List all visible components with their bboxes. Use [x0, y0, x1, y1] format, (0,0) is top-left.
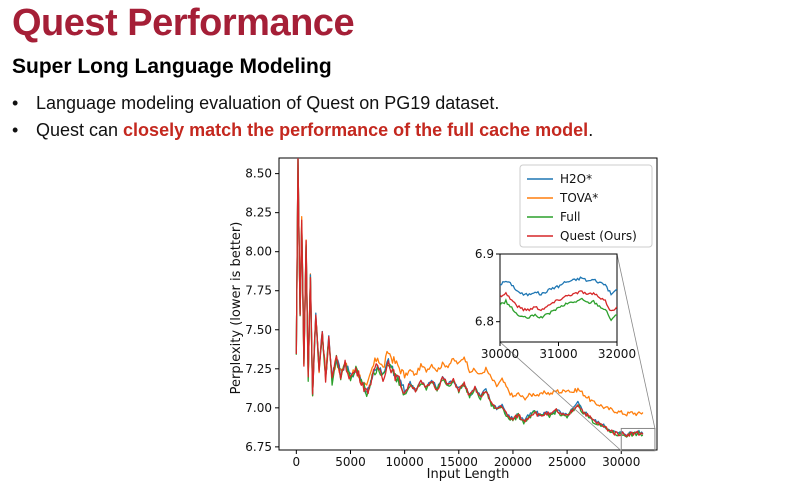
zoom-region	[620, 427, 656, 452]
inset-frame	[499, 253, 618, 343]
x-tick-label: 15000	[440, 455, 478, 469]
slide-subtitle: Super Long Language Modeling	[12, 55, 332, 78]
slide-title: Quest Performance	[12, 2, 355, 44]
y-tick-label: 7.00	[245, 401, 272, 415]
bullet-text-before: Quest can	[36, 120, 124, 140]
zoom-connector	[616, 253, 656, 429]
inset-series-line-h2o	[500, 276, 617, 297]
x-tick-label: 20000	[494, 455, 532, 469]
legend-box	[519, 164, 653, 248]
bullet-list: • Language modeling evaluation of Quest …	[10, 90, 593, 144]
bullet-highlight: closely match the performance of the ful…	[123, 120, 589, 140]
legend-label: Quest (Ours)	[560, 229, 637, 243]
zoom-connector	[499, 341, 622, 452]
inset-series-line-full	[500, 297, 617, 322]
x-tick-label: 30000	[602, 455, 640, 469]
bullet-text: Language modeling evaluation of Quest on…	[36, 93, 500, 113]
inset-series-line-quest-ours	[500, 290, 617, 312]
y-tick-label: 8.50	[245, 167, 272, 181]
series-group	[295, 158, 644, 438]
x-tick-label: 25000	[548, 455, 586, 469]
inset-x-tick-label: 31000	[539, 347, 577, 361]
bullet-item: • Language modeling evaluation of Quest …	[10, 90, 593, 117]
y-axis-label: Perplexity (lower is better)	[229, 222, 244, 395]
y-tick-label: 7.25	[245, 362, 272, 376]
inset-y-tick-label: 6.8	[475, 315, 494, 329]
series-line-quest-ours	[295, 158, 644, 438]
legend-label: Full	[560, 210, 581, 224]
bullet-dot: •	[12, 120, 19, 140]
y-tick-label: 8.25	[245, 206, 272, 220]
bullet-dot: •	[12, 93, 19, 113]
legend-label: TOVA*	[559, 191, 598, 205]
y-tick-label: 6.75	[245, 440, 272, 454]
x-tick-label: 10000	[386, 455, 424, 469]
inset-series-group	[500, 276, 617, 322]
bullet-item: • Quest can closely match the performanc…	[10, 117, 593, 144]
bullet-text-after: .	[588, 120, 594, 140]
y-tick-label: 7.75	[245, 284, 272, 298]
x-tick-label: 5000	[335, 455, 366, 469]
y-tick-label: 8.00	[245, 245, 272, 259]
legend-label: H2O*	[560, 172, 592, 186]
inset-y-tick-label: 6.9	[475, 247, 494, 261]
inset-x-tick-label: 32000	[598, 347, 636, 361]
inset-x-tick-label: 30000	[481, 347, 519, 361]
x-tick-label: 0	[293, 455, 301, 469]
y-tick-label: 7.50	[245, 323, 272, 337]
x-axis-label: Input Length	[427, 467, 510, 482]
